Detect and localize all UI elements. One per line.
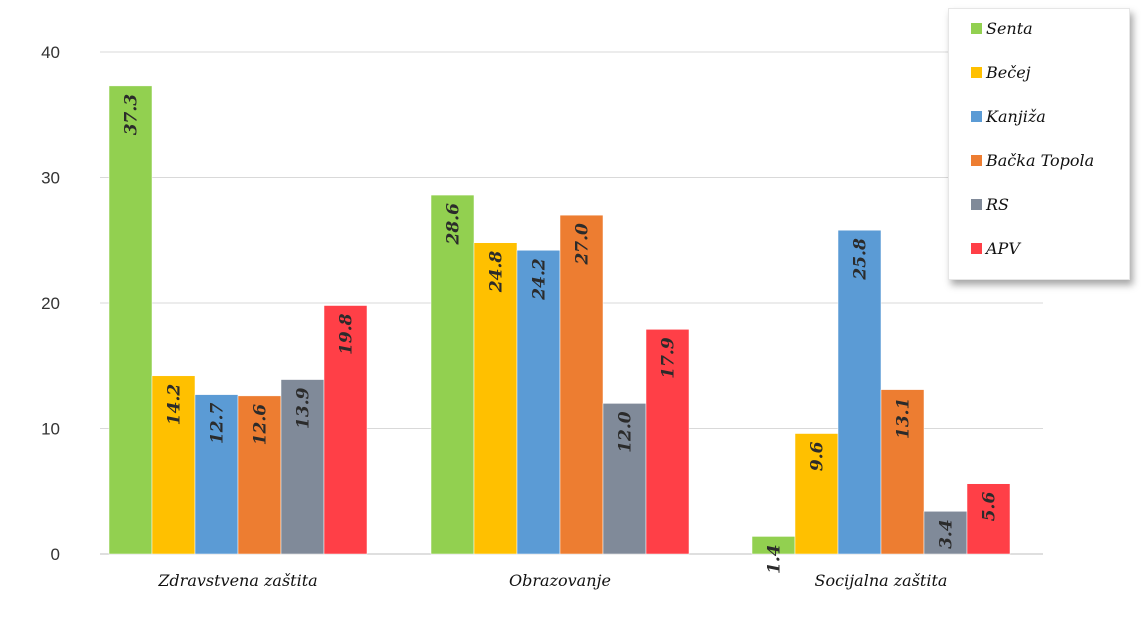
legend-item: Bačka Topola: [971, 149, 1094, 171]
legend: Senta Bečej Kanjiža Bačka Topola RS APV: [948, 8, 1130, 280]
legend-item: Bečej: [971, 61, 1031, 83]
bar: [323, 305, 368, 555]
bar: [794, 433, 839, 555]
legend-item: APV: [971, 237, 1020, 259]
legend-label: Senta: [986, 18, 1033, 38]
bar: [108, 85, 153, 555]
bar: [602, 403, 647, 555]
bar: [473, 242, 518, 555]
legend-label: Bačka Topola: [986, 150, 1095, 170]
bar: [966, 483, 1011, 555]
data-label: 13.1: [894, 398, 914, 439]
legend-swatch: [971, 198, 982, 210]
bar: [516, 250, 561, 555]
data-label: 19.8: [337, 313, 357, 355]
bar: [880, 389, 925, 555]
legend-label: Kanjiža: [986, 106, 1046, 126]
bar: [923, 511, 968, 555]
y-tick-label: 30: [41, 169, 60, 188]
data-label: 1.4: [765, 544, 785, 574]
category-label: Zdravstvena zaštita: [157, 571, 317, 590]
y-tick-label: 20: [41, 294, 60, 313]
legend-swatch: [971, 242, 982, 254]
data-label: 12.6: [251, 404, 271, 446]
legend-swatch: [971, 66, 982, 78]
bar: [559, 214, 604, 555]
data-label: 5.6: [980, 492, 1000, 522]
data-label: 17.9: [659, 337, 679, 379]
bar: [430, 194, 475, 555]
data-label: 12.7: [208, 402, 228, 444]
bar: [151, 375, 196, 555]
bar: [837, 229, 882, 555]
data-label: 24.2: [530, 258, 550, 301]
bar: [280, 379, 325, 555]
data-label: 25.8: [851, 238, 871, 281]
legend-label: Bečej: [986, 62, 1031, 82]
legend-label: RS: [986, 194, 1010, 214]
legend-item: Kanjiža: [971, 105, 1046, 127]
y-tick-label: 40: [41, 43, 60, 62]
legend-swatch: [971, 154, 982, 166]
legend-swatch: [971, 110, 982, 122]
data-label: 14.2: [165, 384, 185, 426]
data-label: 28.6: [444, 203, 464, 246]
data-label: 12.0: [616, 411, 636, 453]
data-label: 3.4: [937, 519, 957, 549]
category-label: Obrazovanje: [509, 571, 611, 590]
data-label: 13.9: [294, 387, 314, 429]
legend-swatch: [971, 22, 982, 34]
y-tick-label: 10: [41, 420, 60, 439]
category-label: Socijalna zaštita: [815, 571, 948, 590]
bar: [194, 394, 239, 555]
data-label: 9.6: [808, 441, 828, 471]
data-label: 24.8: [487, 251, 507, 294]
legend-item: Senta: [971, 17, 1033, 39]
data-label: 37.3: [122, 94, 142, 136]
bar: [237, 395, 282, 555]
y-tick-label: 0: [51, 545, 60, 564]
legend-item: RS: [971, 193, 1009, 215]
bar: [645, 329, 690, 555]
legend-label: APV: [986, 238, 1020, 258]
data-label: 27.0: [573, 223, 593, 266]
